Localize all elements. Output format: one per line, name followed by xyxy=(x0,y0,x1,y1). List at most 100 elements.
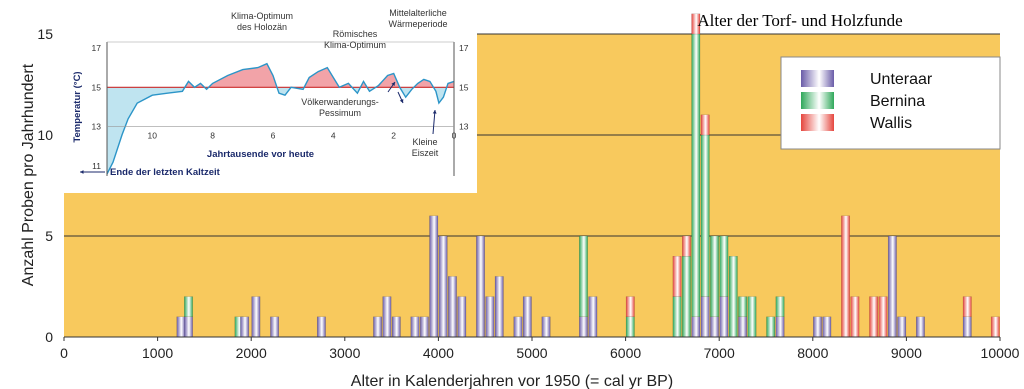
bar-bernina-6950 xyxy=(710,235,719,318)
bar-wallis-6650 xyxy=(682,235,691,257)
bar-unteraar-6750 xyxy=(691,316,701,338)
bar-unteraar-4850 xyxy=(513,316,523,338)
x-tick-label: 2000 xyxy=(236,345,267,361)
bars xyxy=(176,13,1000,338)
bar-wallis-9650 xyxy=(962,296,972,318)
x-tick-label: 5000 xyxy=(516,345,547,361)
legend-swatch-bernina xyxy=(801,92,834,109)
bar-unteraar-8050 xyxy=(813,316,822,338)
bar-bernina-7050 xyxy=(719,235,729,297)
annotation-holocene-optimum: Klima-Optimum des Holozän xyxy=(231,11,293,32)
bar-unteraar-3550 xyxy=(391,316,401,338)
bar-unteraar-9650 xyxy=(962,316,972,338)
bar-unteraar-3350 xyxy=(373,316,382,338)
bar-unteraar-3850 xyxy=(419,316,429,338)
inset-warm-area xyxy=(107,63,454,88)
legend-swatch-unteraar xyxy=(801,70,834,87)
bar-bernina-7550 xyxy=(766,316,776,338)
x-tick-label: 10000 xyxy=(981,345,1020,361)
bar-unteraar-4650 xyxy=(494,276,504,338)
bar-bernina-1330 xyxy=(184,296,193,318)
inset-x-tick: 8 xyxy=(210,131,215,141)
bar-unteraar-4250 xyxy=(457,296,467,338)
bar-unteraar-8150 xyxy=(822,316,832,338)
legend: Unteraar Bernina Wallis xyxy=(780,56,1001,150)
inset-x-tick: 6 xyxy=(271,131,276,141)
bar-bernina-7250 xyxy=(738,296,748,318)
annotation-ice-age-arrow-head xyxy=(80,170,84,174)
bar-wallis-9950 xyxy=(990,316,1000,338)
bar-wallis-8350 xyxy=(841,215,850,338)
x-tick-label: 6000 xyxy=(610,345,641,361)
x-tick-label: 9000 xyxy=(891,345,922,361)
bar-wallis-6750 xyxy=(691,13,701,35)
inset-x-tick: 10 xyxy=(148,131,158,141)
bar-unteraar-7250 xyxy=(738,316,748,338)
annotation-medieval-warm-period: Mittelalterliche Wärmeperiode xyxy=(388,8,447,29)
bar-bernina-6750 xyxy=(691,33,701,317)
y-tick-label: 5 xyxy=(45,228,53,244)
y-tick-label: 15 xyxy=(37,26,53,42)
bar-bernina-6850 xyxy=(700,134,710,297)
y-axis-label: Anzahl Proben pro Jahrhundert xyxy=(20,63,37,286)
inset-x-tick: 0 xyxy=(452,131,457,141)
x-tick-label: 0 xyxy=(60,345,68,361)
bar-unteraar-3950 xyxy=(429,215,439,338)
bar-unteraar-6950 xyxy=(710,316,719,338)
bar-bernina-6650 xyxy=(682,256,691,338)
bar-unteraar-4150 xyxy=(448,276,457,338)
bar-bernina-7650 xyxy=(775,296,785,318)
bar-unteraar-7050 xyxy=(719,296,729,338)
y-tick-label: 10 xyxy=(37,127,53,143)
annotation-migration-arrow-2-head xyxy=(399,99,404,103)
axes: 0 1000 2000 3000 4000 5000 6000 7000 8000 9000 100… xyxy=(37,26,1019,361)
inset-y-tick-left: 11 xyxy=(92,161,101,171)
temperature-inset: 10 8 6 4 2 0 17 15 13 11 17 15 13 Jahrtausende vor he… xyxy=(63,8,477,193)
y-tick-label: 0 xyxy=(45,329,53,345)
bar-unteraar-2750 xyxy=(316,316,326,338)
inset-y-label: Temperatur (°C) xyxy=(72,71,83,142)
x-axis-label: Alter in Kalenderjahren vor 1950 (= cal … xyxy=(351,373,673,389)
chart-title: Alter der Torf- und Holzfunde xyxy=(697,11,902,30)
bar-unteraar-3750 xyxy=(410,316,420,338)
inset-y-tick-right: 13 xyxy=(459,122,469,132)
legend-swatch-wallis xyxy=(801,114,834,131)
bar-bernina-5550 xyxy=(579,235,588,318)
x-tick-label: 1000 xyxy=(142,345,173,361)
legend-label-bernina: Bernina xyxy=(870,93,925,110)
inset-x-label: Jahrtausende vor heute xyxy=(207,149,314,160)
bar-unteraar-5150 xyxy=(541,316,551,338)
bar-bernina-7350 xyxy=(747,296,757,338)
bar-unteraar-8950 xyxy=(897,316,907,338)
inset-temperature-line xyxy=(106,62,455,175)
bar-wallis-6850 xyxy=(700,114,710,136)
bar-wallis-6050 xyxy=(625,296,635,318)
legend-label-unteraar: Unteraar xyxy=(870,71,933,88)
x-tick-label: 8000 xyxy=(797,345,828,361)
bar-unteraar-5650 xyxy=(588,296,598,338)
bar-wallis-8650 xyxy=(869,296,879,338)
annotation-little-ice-age-arrow xyxy=(432,109,436,135)
annotation-migration-pessimum: Völkerwanderungs-Pessimum xyxy=(301,97,379,118)
bar-unteraar-3450 xyxy=(382,296,392,338)
annotation-roman-optimum: Römisches Klima-Optimum xyxy=(324,29,386,50)
bar-unteraar-8850 xyxy=(887,235,897,338)
annotation-end-of-ice-age: Ende der letzten Kaltzeit xyxy=(110,167,221,178)
bar-bernina-6050 xyxy=(625,316,635,338)
inset-y-tick-right: 17 xyxy=(459,43,469,53)
inset-y-tick-left: 13 xyxy=(92,122,102,132)
bar-unteraar-1330 xyxy=(184,316,193,338)
bar-unteraar-5550 xyxy=(579,316,588,338)
bar-wallis-8750 xyxy=(878,296,888,338)
bar-unteraar-6850 xyxy=(700,296,710,338)
inset-cold-area xyxy=(107,87,447,174)
x-tick-label: 7000 xyxy=(704,345,735,361)
inset-y-tick-left: 15 xyxy=(92,82,102,92)
bar-unteraar-4050 xyxy=(438,235,448,338)
annotation-migration-arrow-head xyxy=(391,82,395,86)
bar-wallis-6550 xyxy=(672,256,682,297)
bar-unteraar-1930 xyxy=(240,316,250,338)
bar-bernina-7150 xyxy=(728,256,738,338)
legend-label-wallis: Wallis xyxy=(870,115,912,132)
